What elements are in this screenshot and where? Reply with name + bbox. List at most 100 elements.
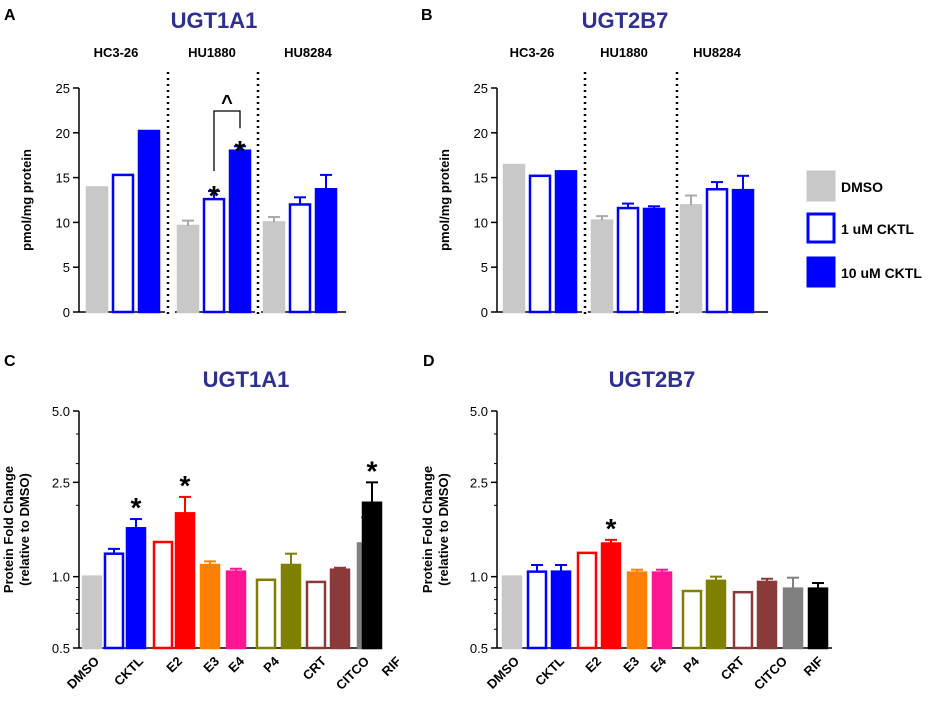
comparison-bracket	[213, 110, 241, 172]
y-tick-label: 5	[481, 260, 488, 275]
comparison-marker: ^	[221, 92, 233, 114]
y-tick-label: 5.0	[52, 404, 70, 419]
y-tick-label: 5	[63, 260, 70, 275]
bar	[576, 551, 598, 650]
y-tick-label: 0.5	[470, 641, 488, 656]
group-label: HC3-26	[510, 45, 555, 60]
y-axis-label: Protein Fold Change	[420, 466, 435, 593]
bar	[103, 552, 125, 650]
significance-star: *	[131, 492, 142, 523]
bar	[705, 187, 729, 314]
bar	[616, 206, 640, 314]
x-category-label: CRT	[718, 653, 748, 683]
significance-star: *	[367, 455, 378, 486]
bar	[228, 149, 252, 314]
panel-c: UGT1A1 0.5 1.0 2.5 5.0 Protein Fold Change (re…	[1, 367, 404, 693]
significance-star: *	[235, 135, 246, 166]
y-tick-label: 1.0	[470, 570, 488, 585]
bar	[679, 204, 703, 314]
significance-star: *	[606, 513, 617, 544]
x-category-label: E2	[163, 654, 185, 676]
bar	[176, 224, 200, 314]
panel-letter-c: C	[4, 353, 16, 370]
panel-a: UGT1A1 HC3-26 HU1880 HU8284 0 5 10 15 20 25 pmol/m…	[19, 8, 346, 320]
bar	[651, 571, 673, 650]
y-tick-label: 0	[481, 305, 488, 320]
x-category-label: DMSO	[484, 654, 522, 692]
bar	[202, 197, 226, 314]
legend-swatch	[806, 256, 836, 288]
bar	[590, 219, 614, 314]
x-category-label: RIF	[801, 653, 826, 678]
bar	[262, 221, 286, 314]
chart-title: UGT1A1	[203, 367, 290, 392]
panel-b: UGT2B7 HC3-26 HU1880 HU8284 0 5 10 15 20 25 pmol/m…	[437, 8, 768, 320]
x-category-label: CKTL	[111, 653, 146, 688]
x-category-label: CITCO	[333, 654, 372, 693]
bar	[756, 580, 778, 650]
bar	[305, 580, 327, 650]
x-category-label: CRT	[300, 653, 330, 683]
legend-swatch	[806, 212, 836, 244]
y-tick-label: 25	[474, 81, 488, 96]
significance-star: *	[209, 180, 220, 211]
bar	[225, 570, 247, 650]
legend-swatch	[806, 170, 836, 202]
bar	[85, 186, 109, 314]
legend-label: 1 uM CKTL	[841, 221, 915, 237]
bar	[288, 203, 312, 314]
bar	[280, 563, 302, 650]
panel-letter-b: B	[421, 7, 433, 24]
bar	[255, 578, 277, 650]
y-axis-label-2: (relative to DMSO)	[436, 473, 451, 586]
bar	[600, 542, 622, 650]
bar	[550, 570, 572, 650]
y-tick-label: 2.5	[470, 475, 488, 490]
bar	[705, 579, 727, 650]
bar	[681, 589, 703, 650]
bar	[137, 129, 161, 314]
bar	[502, 163, 526, 314]
panel-letter-d: D	[423, 353, 435, 370]
y-tick-label: 20	[56, 126, 70, 141]
x-category-label: E4	[647, 653, 669, 675]
bar	[626, 571, 648, 650]
bar	[554, 170, 578, 314]
y-tick-label: 10	[56, 215, 70, 230]
panel-d: UGT2B7 0.5 1.0 2.5 5.0 Protein Fold Change (re…	[420, 367, 832, 693]
y-axis-label: pmol/mg protein	[437, 149, 452, 251]
bar	[782, 587, 804, 650]
y-tick-label: 0.5	[52, 641, 70, 656]
y-axis-label: Protein Fold Change	[1, 466, 16, 593]
bar	[329, 568, 351, 650]
x-category-label: RIF	[379, 653, 404, 678]
bar	[152, 540, 174, 650]
y-tick-label: 5.0	[470, 404, 488, 419]
x-category-label: E2	[582, 654, 604, 676]
bar	[731, 188, 755, 314]
bar	[501, 575, 523, 650]
x-category-label: E3	[620, 654, 642, 676]
chart-title: UGT2B7	[582, 8, 669, 33]
bar	[125, 527, 147, 650]
x-category-label: P4	[680, 653, 702, 675]
y-tick-label: 15	[56, 171, 70, 186]
y-tick-label: 10	[474, 215, 488, 230]
legend-label: 10 uM CKTL	[841, 265, 922, 281]
bar	[81, 575, 103, 650]
y-tick-label: 25	[56, 81, 70, 96]
group-label: HU8284	[693, 45, 741, 60]
x-category-label: E4	[225, 653, 247, 675]
significance-star: *	[180, 470, 191, 501]
y-tick-label: 15	[474, 171, 488, 186]
group-label: HC3-26	[94, 45, 139, 60]
x-category-label: P4	[260, 653, 282, 675]
bar	[314, 187, 338, 314]
bar	[642, 207, 666, 314]
bar	[528, 174, 552, 314]
x-category-label: CITCO	[751, 654, 790, 693]
x-category-label: E3	[200, 654, 222, 676]
group-label: HU1880	[600, 45, 648, 60]
bar	[732, 590, 754, 650]
